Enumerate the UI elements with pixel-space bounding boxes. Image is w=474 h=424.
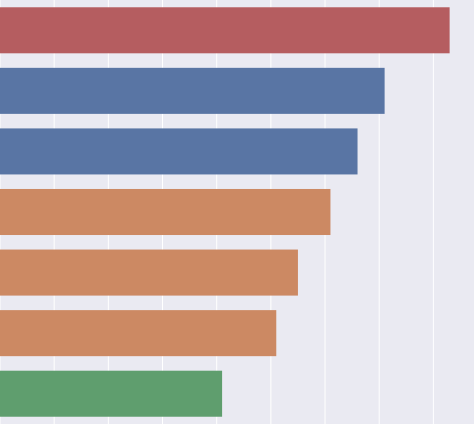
bar bbox=[0, 310, 277, 357]
bar bbox=[0, 67, 385, 114]
bar bbox=[0, 128, 358, 175]
bar bbox=[0, 249, 298, 296]
bar bbox=[0, 370, 223, 417]
bar bbox=[0, 7, 450, 54]
bar bbox=[0, 188, 331, 236]
